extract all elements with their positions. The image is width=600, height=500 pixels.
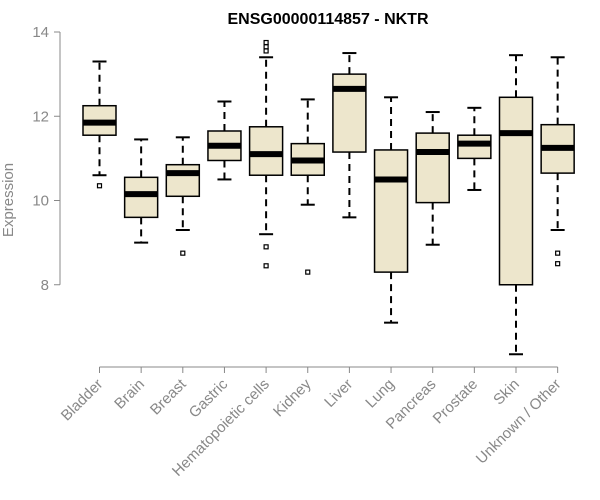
x-tick-label: Liver <box>321 376 356 411</box>
outlier-point <box>263 263 269 269</box>
y-axis-label: Expression <box>0 163 17 237</box>
iqr-box <box>457 134 492 160</box>
box-bladder <box>82 60 117 189</box>
box-skin <box>498 54 534 356</box>
box-lung <box>373 96 409 324</box>
outlier-point <box>555 261 561 267</box>
boxes-group <box>82 39 575 356</box>
box-liver <box>332 52 367 219</box>
outlier-point <box>263 39 269 46</box>
box-breast <box>165 136 201 256</box>
outlier-point <box>555 250 561 256</box>
outlier-point <box>263 244 269 250</box>
box-hematopoietic-cells <box>248 39 284 269</box>
outlier-point <box>180 250 186 256</box>
iqr-box <box>415 132 450 204</box>
x-tick-label: Kidney <box>270 375 315 420</box>
x-tick-label: Prostate <box>430 376 482 428</box>
outlier-point <box>305 269 311 275</box>
box-kidney <box>290 98 325 275</box>
y-axis: 8 10 12 14 <box>32 24 61 294</box>
box-prostate <box>457 106 492 191</box>
iqr-box <box>165 163 201 198</box>
y-tick-label: 10 <box>32 193 49 210</box>
iqr-box <box>123 176 159 219</box>
iqr-box <box>498 96 534 286</box>
y-tick-label: 8 <box>41 277 49 294</box>
iqr-box <box>373 149 409 273</box>
outlier-point <box>263 48 269 54</box>
box-brain <box>123 138 159 244</box>
x-tick-label: Breast <box>147 375 190 418</box>
outlier-point <box>96 183 103 189</box>
x-tick-label: Bladder <box>58 376 107 425</box>
x-tick-label: Lung <box>362 376 398 412</box>
x-tick-label: Brain <box>111 376 148 413</box>
iqr-box <box>248 126 284 176</box>
x-tick-label: Skin <box>490 376 523 409</box>
y-tick-label: 14 <box>32 24 49 41</box>
chart-title: ENSG00000114857 - NKTR <box>228 11 429 28</box>
outlier-point <box>263 44 269 50</box>
y-tick-label: 12 <box>32 108 49 125</box>
iqr-box <box>332 73 367 153</box>
box-gastric <box>207 100 242 181</box>
box-pancreas <box>415 111 450 246</box>
box-unknown-other <box>540 56 575 267</box>
